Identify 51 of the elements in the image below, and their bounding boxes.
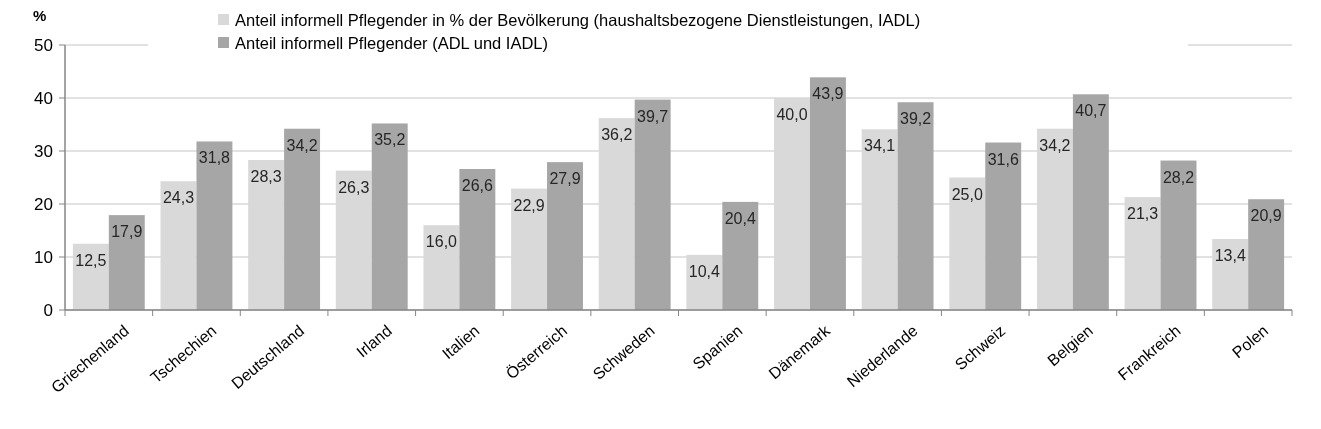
data-label: 26,6 xyxy=(461,177,494,195)
bar xyxy=(722,201,759,310)
data-label: 26,3 xyxy=(338,178,370,196)
y-tick-label: 20 xyxy=(34,194,53,214)
data-label: 31,8 xyxy=(198,149,231,167)
data-label: 20,9 xyxy=(1250,207,1282,225)
data-label: 17,9 xyxy=(111,223,143,241)
bar xyxy=(459,169,496,310)
data-label: 34,1 xyxy=(864,137,896,155)
y-tick-label: 0 xyxy=(43,300,53,320)
legend-label: Anteil informell Pflegender in % der Bevölkerung (haushaltsbezogene Dienstleistungen, IADL) xyxy=(235,10,921,29)
data-label: 34,2 xyxy=(1039,136,1071,154)
bar xyxy=(634,99,671,310)
bar xyxy=(1072,94,1109,310)
y-tick-label: 40 xyxy=(34,88,53,108)
y-tick-label: 50 xyxy=(34,35,53,55)
data-label: 13,4 xyxy=(1214,246,1246,264)
data-label: 22,9 xyxy=(513,196,545,214)
bar xyxy=(1160,160,1197,310)
legend-label: Anteil informell Pflegender (ADL und IADL) xyxy=(235,33,549,52)
bar xyxy=(809,77,846,310)
data-label: 34,2 xyxy=(286,136,318,154)
bar xyxy=(1248,199,1285,310)
bar xyxy=(196,141,233,310)
data-label: 35,2 xyxy=(374,131,406,149)
data-label: 36,2 xyxy=(601,126,633,144)
data-label: 24,3 xyxy=(162,189,195,207)
bar xyxy=(897,102,934,310)
bar xyxy=(547,162,583,310)
data-label: 20,4 xyxy=(724,209,756,227)
data-label: 43,9 xyxy=(812,85,844,103)
y-tick-label: 10 xyxy=(34,247,53,267)
data-label: 27,9 xyxy=(549,170,581,188)
data-label: 16,0 xyxy=(425,233,458,251)
data-label: 28,2 xyxy=(1162,168,1195,186)
data-label: 39,2 xyxy=(900,110,932,128)
y-axis-title: % xyxy=(33,7,47,24)
bar xyxy=(985,142,1022,310)
data-label: 40,0 xyxy=(776,106,808,123)
data-label: 12,5 xyxy=(75,251,107,269)
y-tick-label: 30 xyxy=(34,141,53,161)
bar xyxy=(108,215,145,310)
bar xyxy=(284,128,321,310)
data-label: 25,0 xyxy=(951,185,983,203)
data-label: 39,7 xyxy=(637,107,669,125)
data-label: 10,4 xyxy=(688,262,721,280)
bar xyxy=(371,123,408,310)
data-label: 40,7 xyxy=(1075,102,1107,120)
data-label: 28,3 xyxy=(250,168,282,186)
data-label: 21,3 xyxy=(1127,205,1159,223)
data-label: 31,6 xyxy=(987,150,1019,168)
